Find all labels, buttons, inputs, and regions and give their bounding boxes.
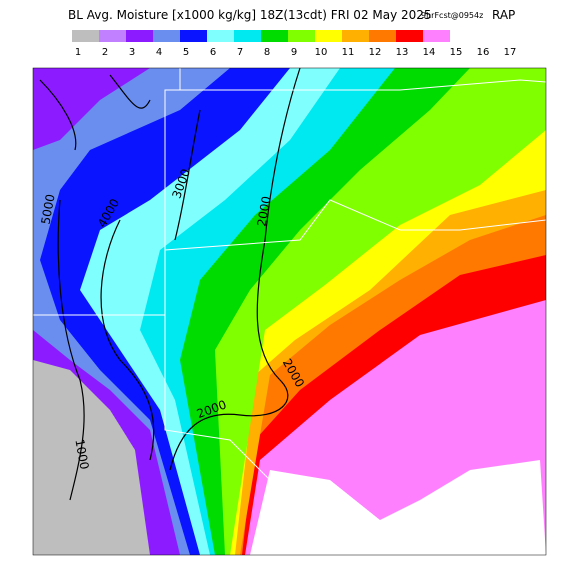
title: BL Avg. Moisture [x1000 kg/kg] 18Z(13cdt… bbox=[68, 8, 432, 22]
contour-line bbox=[169, 68, 301, 471]
contour-line bbox=[39, 74, 151, 151]
legend-label: 12 bbox=[369, 47, 382, 58]
state-border bbox=[180, 79, 546, 91]
high-moisture-patch bbox=[250, 460, 546, 555]
legend-swatch bbox=[207, 30, 234, 42]
legend-label: 5 bbox=[183, 47, 189, 58]
contour-label: 2000 bbox=[255, 195, 274, 228]
legend-swatch bbox=[315, 30, 342, 42]
legend-swatch bbox=[153, 30, 180, 42]
legend-swatch bbox=[342, 30, 369, 42]
legend-label: 17 bbox=[504, 47, 517, 58]
legend-label: 13 bbox=[396, 47, 409, 58]
legend-label: 14 bbox=[423, 47, 436, 58]
legend-swatch bbox=[99, 30, 126, 42]
legend-label: 4 bbox=[156, 47, 162, 58]
legend-label: 6 bbox=[210, 47, 216, 58]
legend-label: 1 bbox=[75, 47, 81, 58]
legend-label: 16 bbox=[477, 47, 490, 58]
legend-swatch bbox=[261, 30, 288, 42]
map-frame bbox=[32, 67, 547, 556]
legend-swatch bbox=[369, 30, 396, 42]
forecast-label: 9hrFcst@0954z bbox=[421, 11, 483, 20]
map bbox=[33, 68, 546, 555]
legend-swatch bbox=[72, 30, 99, 42]
legend-label: 2 bbox=[102, 47, 108, 58]
contour-label: 5000 bbox=[39, 193, 58, 226]
legend-swatch bbox=[180, 30, 207, 42]
legend-swatch bbox=[288, 30, 315, 42]
legend-swatch bbox=[396, 30, 423, 42]
legend-swatch bbox=[126, 30, 153, 42]
contour-line bbox=[100, 219, 155, 461]
legend-swatch bbox=[234, 30, 261, 42]
state-border bbox=[33, 68, 181, 316]
model-label: RAP bbox=[492, 8, 515, 22]
legend-label: 11 bbox=[342, 47, 355, 58]
legend-label: 9 bbox=[291, 47, 297, 58]
moisture-band bbox=[33, 68, 150, 150]
legend-label: 8 bbox=[264, 47, 270, 58]
legend-label: 15 bbox=[450, 47, 463, 58]
state-border bbox=[164, 315, 291, 501]
contour-line bbox=[57, 199, 85, 501]
contour-label: 1000 bbox=[72, 438, 91, 471]
moisture-band bbox=[33, 360, 150, 555]
legend-label: 10 bbox=[315, 47, 328, 58]
legend-swatch bbox=[423, 30, 450, 42]
legend-label: 7 bbox=[237, 47, 243, 58]
contour-line bbox=[174, 109, 201, 241]
state-border bbox=[164, 199, 546, 251]
legend: 1 2 3 4 5 6 7 8 9 10 11 12 13 14 15 16 17 bbox=[72, 30, 516, 58]
legend-label: 3 bbox=[129, 47, 135, 58]
